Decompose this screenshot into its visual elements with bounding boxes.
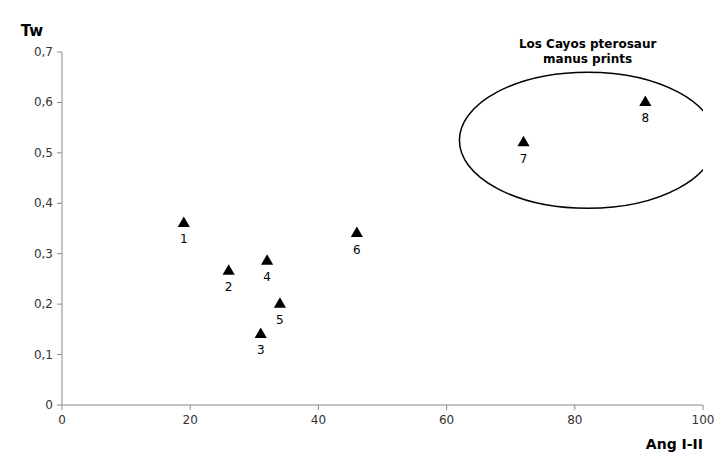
annotation-text: Los Cayos pterosaurmanus prints [519, 37, 657, 66]
x-tick-label: 60 [439, 413, 454, 427]
y-tick-label: 0,7 [34, 45, 53, 59]
point-label: 1 [180, 232, 188, 246]
chart: 0 20 40 60 80 100 0 0,1 0,2 0,3 0,4 0,5 0,6 0,7 Ang I-… [0, 0, 725, 463]
y-tick [57, 304, 62, 305]
point [639, 95, 651, 106]
y-tick-label: 0,1 [34, 348, 53, 362]
point-label: 4 [263, 270, 271, 284]
x-axis: 0 20 40 60 80 100 [58, 405, 714, 427]
point-label: 6 [353, 243, 361, 257]
y-tick [57, 203, 62, 204]
y-tick [57, 152, 62, 153]
y-tick [57, 52, 62, 53]
y-axis-line [62, 52, 63, 405]
point [255, 327, 267, 338]
point-label: 5 [276, 313, 284, 327]
x-tick-label: 80 [567, 413, 582, 427]
ellipse-annotation [459, 72, 703, 208]
x-axis-line [62, 405, 703, 406]
x-axis-label: Ang I-II [646, 436, 703, 452]
y-tick-label: 0,2 [34, 297, 53, 311]
x-tick [190, 405, 191, 410]
x-tick-label: 100 [692, 413, 715, 427]
point [178, 216, 190, 227]
x-tick [703, 405, 704, 410]
point-label: 2 [225, 280, 233, 294]
x-tick-label: 20 [183, 413, 198, 427]
x-tick [62, 405, 63, 410]
x-tick-label: 40 [311, 413, 326, 427]
y-tick-label: 0,3 [34, 247, 53, 261]
x-tick [446, 405, 447, 410]
y-tick-label: 0,5 [34, 146, 53, 160]
y-tick [57, 102, 62, 103]
y-tick-label: 0,6 [34, 95, 53, 109]
point-label: 3 [257, 343, 265, 357]
y-axis-label: Tw [21, 22, 44, 40]
point-label: 7 [520, 152, 528, 166]
point [517, 136, 529, 147]
point [274, 297, 286, 308]
y-tick-label: 0 [45, 398, 53, 412]
chart-container: 0 20 40 60 80 100 0 0,1 0,2 0,3 0,4 0,5 0,6 0,7 Ang I-… [0, 0, 725, 463]
x-tick [574, 405, 575, 410]
x-tick [318, 405, 319, 410]
point [223, 264, 235, 275]
y-tick [57, 354, 62, 355]
y-tick [57, 253, 62, 254]
x-tick-label: 0 [58, 413, 66, 427]
plot-area [178, 72, 703, 338]
point [261, 254, 273, 265]
y-tick [57, 405, 62, 406]
point-label: 8 [641, 111, 649, 125]
y-tick-label: 0,4 [34, 196, 53, 210]
point-labels: 1 2 3 4 5 6 7 8 [180, 111, 649, 357]
y-axis: 0 0,1 0,2 0,3 0,4 0,5 0,6 0,7 [34, 45, 62, 412]
point [351, 227, 363, 238]
